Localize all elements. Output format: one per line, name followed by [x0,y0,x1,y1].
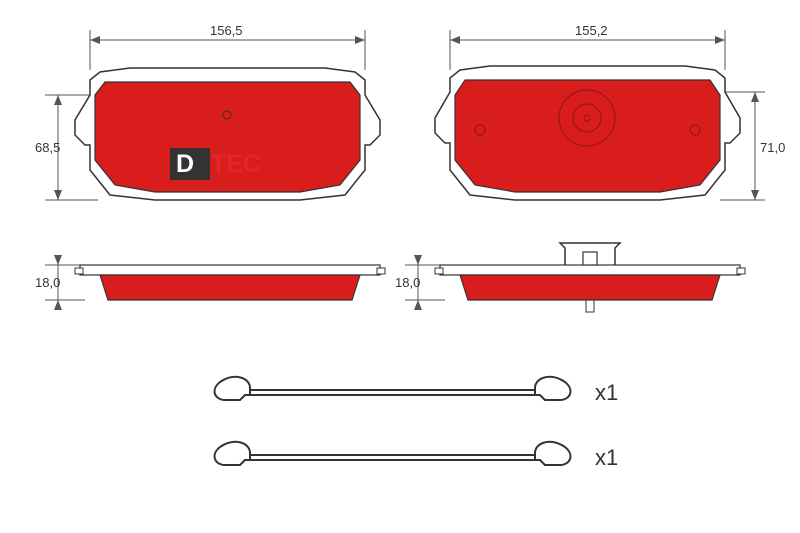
svg-text:TEC: TEC [211,150,261,178]
left-thickness-label: 18,0 [35,275,60,290]
left-width-label: 156,5 [210,23,243,38]
left-pad-face: 156,5 68,5 D TEC [35,23,380,200]
left-height-label: 68,5 [35,140,60,155]
clip-2-qty: x1 [595,445,618,470]
right-pad-side: 18,0 [395,243,745,312]
clip-1-qty: x1 [595,380,618,405]
svg-text:D: D [176,150,194,178]
left-pad-side: 18,0 [35,255,385,310]
right-pad-face: 155,2 71,0 [435,23,785,200]
right-width-label: 155,2 [575,23,608,38]
right-height-label: 71,0 [760,140,785,155]
clip-2: x1 [215,442,619,470]
right-thickness-label: 18,0 [395,275,420,290]
brand-logo: D TEC [170,148,261,180]
clip-1: x1 [215,377,619,405]
